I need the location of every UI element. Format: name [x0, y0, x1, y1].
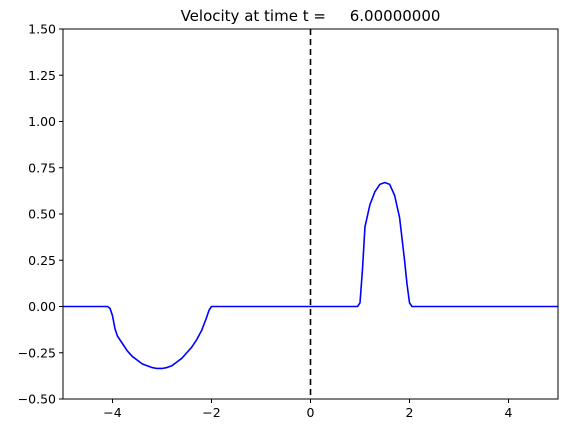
y-tick-label: −0.25: [18, 345, 56, 360]
x-tick-label: −2: [202, 405, 220, 420]
x-tick-label: −4: [103, 405, 121, 420]
x-tick-label: 4: [505, 405, 513, 420]
y-tick-label: 1.00: [28, 114, 56, 129]
axes: −4 −2 0 2 4 −0.50 −0.25 0.00 0.25 0.50 0.75 1.00 1.2…: [18, 22, 559, 420]
x-tick-label: 0: [307, 405, 315, 420]
y-tick-label: 0.50: [28, 207, 56, 222]
y-tick-label: 0.00: [28, 299, 56, 314]
chart-title: Velocity at time t = 6.00000000: [181, 7, 441, 25]
series-line-0: [63, 181, 558, 370]
y-tick-label: 1.25: [28, 68, 56, 83]
y-tick-label: −0.50: [18, 392, 56, 407]
y-tick-label: 1.50: [28, 22, 56, 37]
y-tick-label: 0.25: [28, 253, 56, 268]
x-tick-label: 2: [406, 405, 414, 420]
y-tick-label: 0.75: [28, 160, 56, 175]
plot-area: [63, 29, 558, 399]
